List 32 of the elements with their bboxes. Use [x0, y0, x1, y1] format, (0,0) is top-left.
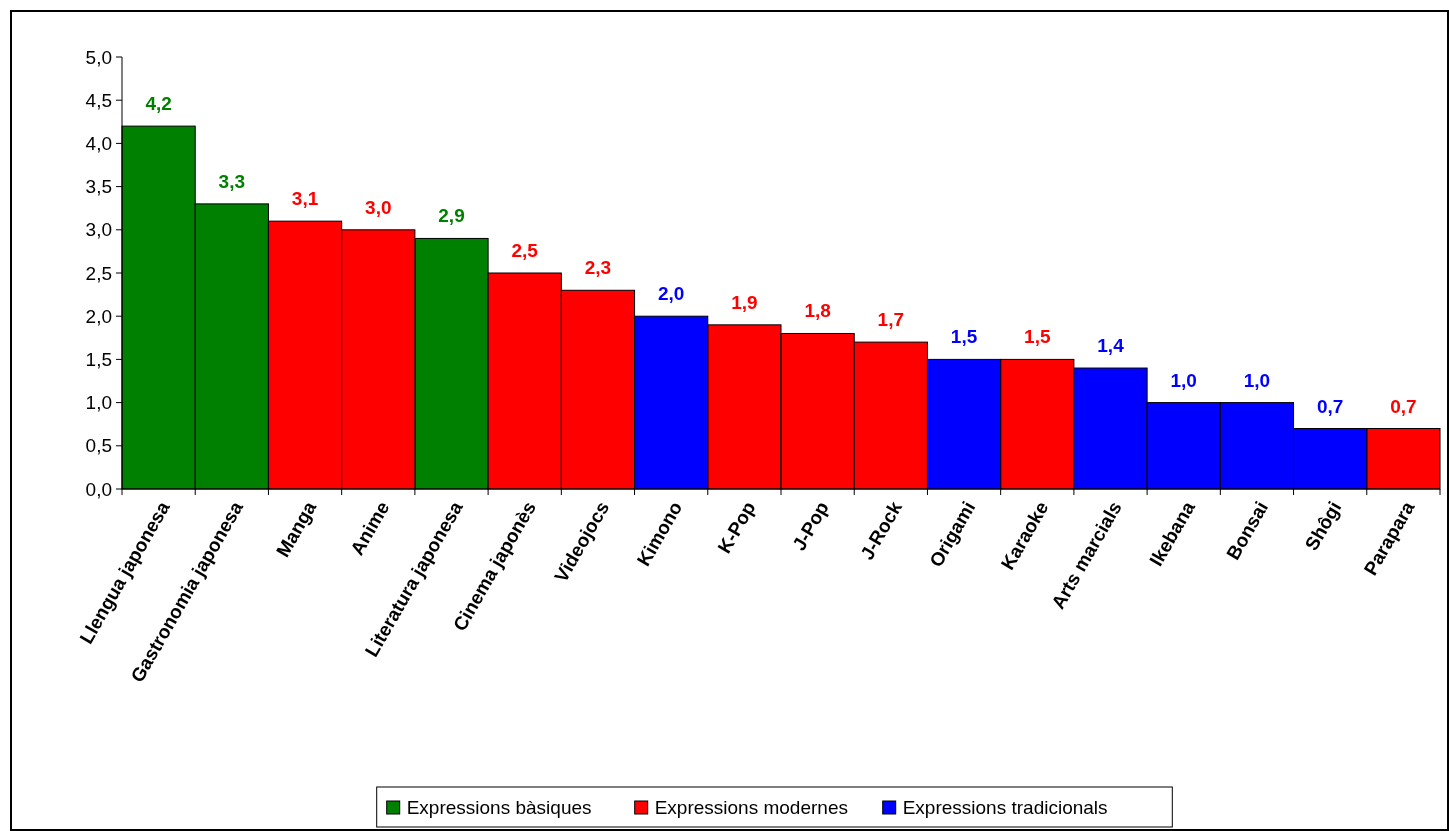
y-tick-label: 3,0: [85, 219, 112, 241]
data-label: 1,0: [1170, 369, 1197, 391]
data-label: 1,9: [731, 291, 758, 313]
data-label: 1,8: [804, 300, 831, 322]
data-label: 3,3: [218, 170, 246, 192]
data-label: 1,5: [950, 326, 978, 348]
data-label: 0,7: [1390, 395, 1417, 417]
data-label: 1,0: [1243, 369, 1271, 391]
y-tick-label: 2,5: [85, 262, 112, 284]
data-label: 1,5: [1024, 326, 1051, 348]
y-tick-label: 4,5: [85, 89, 112, 111]
legend-label: Expressions modernes: [654, 796, 848, 818]
data-label: 3,1: [291, 188, 319, 210]
y-tick-label: 4,0: [85, 133, 112, 155]
y-tick-label: 5,0: [85, 46, 112, 68]
data-label: 2,3: [584, 257, 612, 279]
data-label: 2,5: [511, 240, 539, 261]
y-tick-label: 1,5: [85, 349, 112, 371]
legend-label: Expressions tradicionals: [902, 796, 1108, 818]
y-tick-label: 2,0: [85, 305, 112, 327]
y-tick-label: 0,0: [85, 478, 112, 500]
data-label: 4,2: [145, 93, 172, 115]
data-label: 3,0: [365, 196, 392, 218]
data-label: 1,4: [1097, 335, 1125, 357]
y-tick-label: 3,5: [85, 176, 112, 198]
data-label: 0,7: [1316, 395, 1344, 417]
y-tick-label: 0,5: [85, 435, 112, 457]
y-tick-label: 1,0: [85, 392, 112, 414]
data-label: 2,0: [657, 283, 685, 305]
legend-label: Expressions bàsiques: [406, 796, 592, 818]
data-label: 2,9: [438, 205, 465, 227]
data-label: 1,7: [877, 309, 905, 331]
